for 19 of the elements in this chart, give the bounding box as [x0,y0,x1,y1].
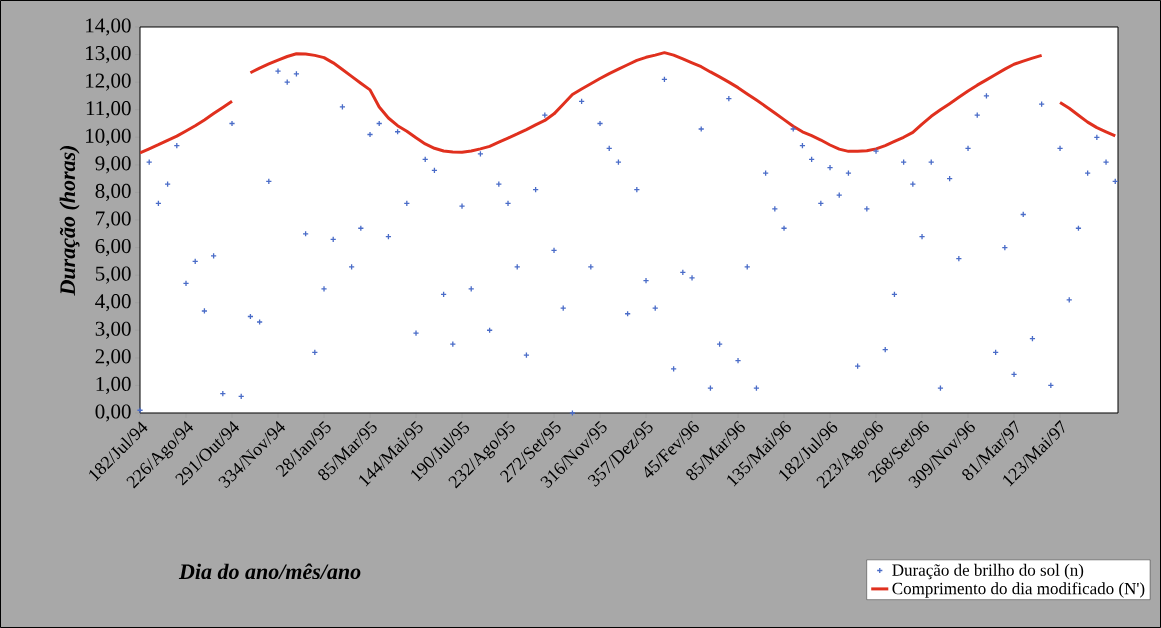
y-tick-label: 8,00 [95,183,131,202]
legend-label: Comprimento do dia modificado (N') [892,582,1145,598]
y-tick-label: 0,00 [95,404,131,422]
y-tick-label: 2,00 [95,349,131,367]
legend-label: Duração de brilho do sol (n) [892,563,1084,580]
y-tick-label: 11,00 [86,101,131,119]
y-tick-label: 12,00 [86,73,131,91]
y-tick-label: 4,00 [95,294,131,312]
y-tick-label: 14,00 [86,18,131,36]
y-tick-label: 5,00 [95,266,131,284]
y-tick-label: 3,00 [95,321,131,339]
y-tick-label: 1,00 [96,376,131,395]
x-axis-title: Dia do ano/mês/ano [178,563,361,580]
y-tick-label: 6,00 [95,238,131,257]
y-tick-label: 9,00 [95,156,131,174]
y-axis-title: Duração (horas) [59,145,80,296]
y-tick-label: 13,00 [86,45,131,64]
y-tick-label: 7,00 [96,211,131,229]
y-tick-label: 10,00 [86,128,131,146]
